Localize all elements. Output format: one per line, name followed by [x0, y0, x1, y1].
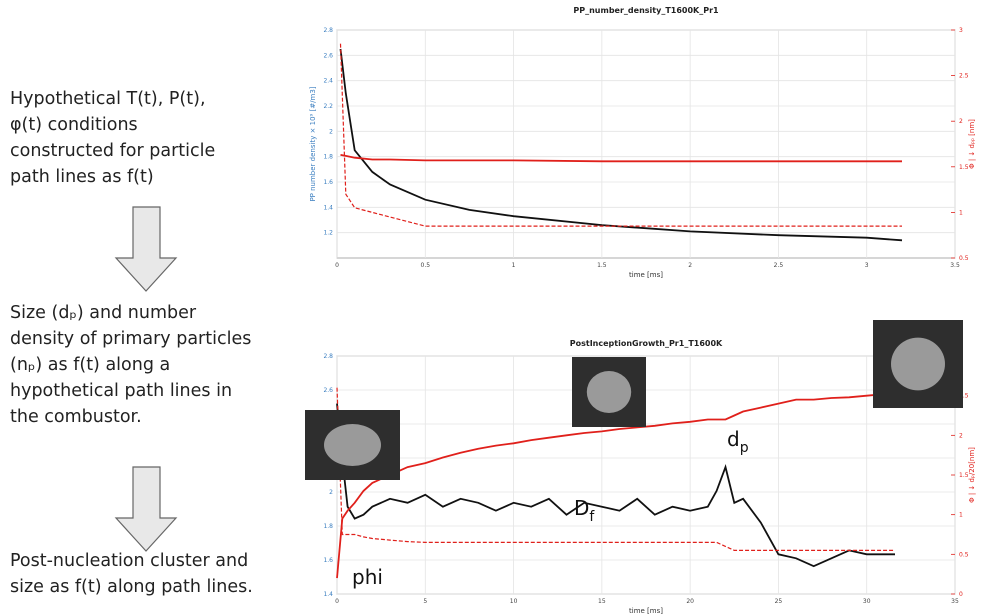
annotation-text: d	[727, 427, 740, 451]
y-tick-label: 1.2	[323, 230, 333, 237]
y-tick-label: 1.6	[323, 179, 333, 186]
y2-tick-label: 1	[959, 209, 963, 216]
y2-tick-label: 2.5	[959, 393, 969, 400]
x-tick-label: 1.5	[597, 262, 607, 269]
text-line: φ(t) conditions	[10, 115, 138, 135]
y2-tick-label: 1.5	[959, 472, 969, 479]
text-line: path lines as f(t)	[10, 167, 154, 187]
y2-tick-label: 0.5	[959, 551, 969, 558]
y-tick-label: 1.8	[323, 523, 333, 530]
annotation-text: D	[574, 496, 589, 520]
text-line: Hypothetical T(t), P(t),	[10, 89, 206, 109]
annotation: dp	[727, 427, 749, 456]
y2-tick-label: 2	[959, 118, 963, 125]
x-tick-label: 30	[863, 598, 871, 605]
y-tick-label: 2.6	[323, 387, 333, 394]
text-line: Post-nucleation cluster and	[10, 551, 249, 571]
y-tick-label: 2	[329, 489, 333, 496]
x-tick-label: 5	[423, 598, 427, 605]
text-line: constructed for particle	[10, 141, 216, 161]
annotation-text: phi	[352, 565, 383, 589]
data-line	[336, 403, 895, 568]
y-axis-label: PP number density × 10⁹ [#/m3]	[309, 86, 317, 201]
text-line: size as f(t) along path lines.	[10, 577, 253, 597]
step-text: Hypothetical T(t), P(t), φ(t) conditions c…	[10, 86, 215, 190]
y2-tick-label: 2	[959, 432, 963, 439]
down-arrow	[114, 206, 178, 292]
chart-title: PP_number_density_T1600K_Pr1	[573, 6, 719, 15]
text-line: density of primary particles	[10, 329, 252, 349]
y-tick-label: 2	[329, 128, 333, 135]
x-axis-label: time [ms]	[629, 271, 663, 279]
x-tick-label: 2	[688, 262, 692, 269]
text-line: Size (dₚ) and number	[10, 303, 197, 323]
x-tick-label: 15	[598, 598, 606, 605]
x-tick-label: 10	[510, 598, 518, 605]
x-axis-label: time [ms]	[629, 607, 663, 614]
x-tick-label: 1	[512, 262, 516, 269]
y-tick-label: 2.4	[323, 78, 333, 85]
y-tick-label: 1.4	[323, 591, 333, 598]
plot-area	[336, 29, 956, 259]
x-tick-label: 25	[775, 598, 783, 605]
y-tick-label: 1.4	[323, 204, 333, 211]
x-tick-label: 3	[865, 262, 869, 269]
chart-title: PostInceptionGrowth_Pr1_T1600K	[570, 339, 723, 348]
y2-tick-label: 2.5	[959, 73, 969, 80]
y2-tick-label: 1.5	[959, 164, 969, 171]
y-tick-label: 1.6	[323, 557, 333, 564]
y2-tick-label: 1	[959, 512, 963, 519]
arrows	[114, 206, 178, 552]
data-line	[336, 387, 895, 551]
annotation-sub: f	[589, 509, 595, 525]
y2-tick-label: 0	[959, 591, 963, 598]
y-tick-label: 2.2	[323, 103, 333, 110]
particle-cluster	[324, 424, 381, 466]
step-text: Size (dₚ) and number density of primary p…	[10, 300, 251, 430]
y2-axis-label: Φ | ↓ dₚ/20[nm]	[968, 447, 976, 503]
y2-axis-label: Φ | ↓ dₚₚ [nm]	[968, 119, 976, 169]
data-line	[339, 43, 902, 227]
y2-tick-label: 0.5	[959, 255, 969, 262]
x-tick-label: 3.5	[950, 262, 960, 269]
y-tick-label: 2.8	[323, 27, 333, 34]
text-line: (nₚ) as f(t) along a	[10, 355, 171, 375]
annotation: Df	[574, 496, 595, 525]
data-line	[339, 48, 903, 242]
step-text: Post-nucleation cluster and size as f(t) …	[10, 548, 253, 600]
x-tick-label: 0.5	[421, 262, 431, 269]
x-tick-label: 2.5	[774, 262, 784, 269]
x-tick-label: 0	[335, 598, 339, 605]
annotation-sub: p	[740, 440, 749, 456]
text-line: the combustor.	[10, 407, 142, 427]
x-tick-label: 0	[335, 262, 339, 269]
particle-cluster	[891, 337, 945, 391]
y2-tick-label: 3	[959, 27, 963, 34]
data-line	[340, 154, 902, 163]
y-tick-label: 2.8	[323, 353, 333, 360]
y-tick-label: 2.6	[323, 52, 333, 59]
x-tick-label: 20	[686, 598, 694, 605]
annotation: phi	[352, 565, 383, 589]
particle-cluster	[586, 371, 632, 413]
x-tick-label: 35	[951, 598, 959, 605]
y-tick-label: 1.8	[323, 154, 333, 161]
text-line: hypothetical path lines in	[10, 381, 233, 401]
down-arrow	[114, 466, 178, 552]
